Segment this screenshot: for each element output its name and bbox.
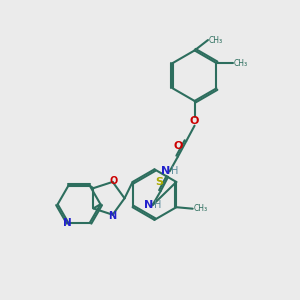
Text: N: N [109, 211, 117, 221]
Text: CH₃: CH₃ [208, 35, 223, 44]
Text: O: O [173, 141, 183, 152]
Text: N: N [144, 200, 153, 210]
Text: N: N [161, 167, 170, 176]
Text: N: N [63, 218, 72, 228]
Text: CH₃: CH₃ [233, 58, 248, 68]
Text: S: S [155, 177, 163, 187]
Text: O: O [109, 176, 117, 186]
Text: H: H [171, 167, 179, 176]
Text: O: O [190, 116, 199, 127]
Text: H: H [154, 200, 161, 210]
Text: CH₃: CH₃ [193, 204, 207, 213]
